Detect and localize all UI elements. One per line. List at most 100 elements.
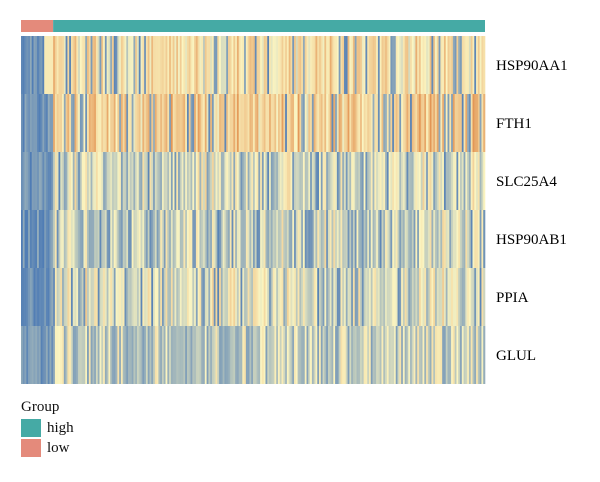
heatmap-cell [220, 210, 223, 268]
heatmap-cell [426, 152, 429, 210]
heatmap-cell [186, 36, 190, 94]
heatmap-cell [410, 94, 413, 152]
heatmap-cell [429, 326, 432, 384]
heatmap-cell [67, 326, 70, 384]
heatmap-cell [265, 94, 268, 152]
heatmap-cell [144, 268, 147, 326]
heatmap-cell [142, 268, 145, 326]
heatmap-cell [424, 326, 427, 384]
heatmap-cell [402, 94, 405, 152]
annotation-low [21, 20, 54, 32]
heatmap-cell [411, 152, 414, 210]
heatmap-cell [176, 36, 179, 94]
heatmap-cell [390, 94, 393, 152]
heatmap-cell [440, 36, 443, 94]
heatmap-cell [26, 326, 29, 384]
heatmap-cell [53, 36, 56, 94]
heatmap-cell [429, 210, 432, 268]
heatmap-cell [472, 36, 475, 94]
heatmap-cell [272, 326, 275, 384]
heatmap-cell [103, 152, 106, 210]
heatmap-cell [231, 326, 234, 384]
heatmap-cell [476, 326, 479, 384]
heatmap-cell [306, 36, 309, 94]
heatmap-cell [40, 326, 43, 384]
heatmap-cell [383, 94, 386, 152]
heatmap-cell [433, 268, 436, 326]
heatmap-cell [21, 268, 24, 326]
heatmap-cell [62, 152, 65, 210]
heatmap-cell [310, 210, 313, 268]
heatmap-cell [181, 94, 184, 152]
heatmap-cell [302, 152, 306, 210]
heatmap-cell [435, 94, 438, 152]
heatmap-cell [247, 152, 250, 210]
heatmap-cell [472, 94, 475, 152]
heatmap-cell [233, 94, 236, 152]
heatmap-cell [37, 36, 40, 94]
heatmap-cell [336, 94, 339, 152]
heatmap-cell [144, 152, 147, 210]
heatmap-cell [24, 94, 27, 152]
heatmap-cell [153, 210, 156, 268]
heatmap-cell [117, 326, 120, 384]
heatmap-cell [356, 94, 359, 152]
heatmap-cell [465, 152, 468, 210]
heatmap-cell [294, 326, 297, 384]
heatmap-cell [274, 210, 277, 268]
heatmap-cell [172, 94, 175, 152]
heatmap-cell [26, 36, 29, 94]
heatmap-cell [211, 152, 215, 210]
heatmap-cell [190, 36, 193, 94]
heatmap-cell [69, 36, 72, 94]
heatmap-cell [163, 326, 166, 384]
heatmap-cell [228, 268, 231, 326]
heatmap-cell [201, 94, 204, 152]
heatmap-cell [149, 94, 152, 152]
heatmap-cell [81, 152, 84, 210]
heatmap-cell [224, 326, 227, 384]
heatmap-cell [342, 94, 345, 152]
heatmap-cell [404, 210, 407, 268]
heatmap-cell [72, 210, 75, 268]
heatmap-cell [69, 94, 72, 152]
heatmap-cell [153, 326, 156, 384]
heatmap-cell [429, 94, 432, 152]
heatmap-cell [119, 36, 122, 94]
heatmap-cell [142, 152, 145, 210]
heatmap-cell [81, 36, 84, 94]
heatmap-cell [292, 268, 295, 326]
heatmap-cell [83, 36, 86, 94]
heatmap-cell [229, 36, 232, 94]
heatmap-cell [97, 326, 100, 384]
heatmap-cell [286, 152, 289, 210]
heatmap-cell [272, 268, 275, 326]
heatmap-cell [219, 210, 222, 268]
heatmap-cell [211, 94, 215, 152]
heatmap-cell [285, 268, 288, 326]
heatmap-cell [438, 152, 441, 210]
heatmap-cell [51, 36, 54, 94]
heatmap-cell [115, 36, 118, 94]
heatmap-cell [156, 210, 159, 268]
heatmap-cell [158, 326, 161, 384]
heatmap-cell [95, 268, 99, 326]
heatmap-cell [188, 94, 191, 152]
heatmap-cell [467, 152, 470, 210]
heatmap-cell [47, 152, 50, 210]
heatmap-cell [356, 36, 359, 94]
heatmap-cell [249, 210, 252, 268]
heatmap-cell [21, 210, 24, 268]
heatmap-cell [404, 94, 407, 152]
heatmap-cell [253, 326, 256, 384]
heatmap-cell [108, 94, 111, 152]
heatmap-cell [160, 210, 163, 268]
heatmap-cell [128, 326, 131, 384]
heatmap-cell [140, 94, 143, 152]
heatmap-cell [203, 326, 206, 384]
heatmap-cell [101, 210, 104, 268]
heatmap-cell [351, 268, 354, 326]
heatmap-cell [304, 94, 307, 152]
heatmap-cell [154, 326, 157, 384]
heatmap-cell [137, 152, 140, 210]
